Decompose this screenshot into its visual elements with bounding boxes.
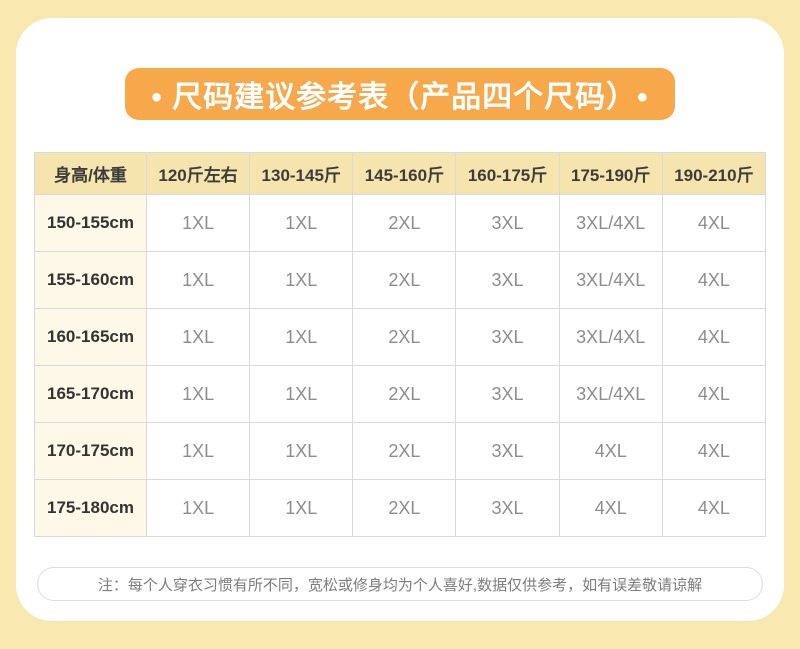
height-range-cell: 160-165cm [34, 308, 147, 366]
size-value-cell: 3XL [455, 365, 560, 423]
size-value-cell: 3XL/4XL [558, 365, 663, 423]
table-row: 175-180cm 1XL 1XL 2XL 3XL 4XL 4XL [34, 479, 767, 537]
size-value-cell: 2XL [352, 479, 457, 537]
size-value-cell: 3XL [455, 479, 560, 537]
size-value-cell: 1XL [145, 365, 251, 423]
weight-header-cell: 145-160斤 [352, 152, 457, 195]
content-card: • 尺码建议参考表（产品四个尺码）• 身高/体重 120斤左右 130-145斤… [16, 18, 784, 621]
size-value-cell: 3XL [455, 194, 560, 252]
size-value-cell: 4XL [661, 194, 767, 252]
size-value-cell: 2XL [352, 422, 457, 480]
height-range-cell: 175-180cm [34, 479, 147, 537]
size-value-cell: 3XL [455, 251, 560, 309]
title-banner: • 尺码建议参考表（产品四个尺码）• [125, 68, 675, 120]
size-value-cell: 1XL [249, 194, 354, 252]
disclaimer-note-text: 注：每个人穿衣习惯有所不同，宽松或修身均为个人喜好,数据仅供参考，如有误差敬请谅… [97, 576, 703, 594]
size-value-cell: 1XL [145, 422, 251, 480]
table-header-row: 身高/体重 120斤左右 130-145斤 145-160斤 160-175斤 … [34, 152, 767, 195]
size-value-cell: 2XL [352, 365, 457, 423]
table-row: 170-175cm 1XL 1XL 2XL 3XL 4XL 4XL [34, 422, 767, 480]
height-range-cell: 170-175cm [34, 422, 147, 480]
size-value-cell: 1XL [145, 479, 251, 537]
size-value-cell: 1XL [249, 479, 354, 537]
size-value-cell: 1XL [249, 365, 354, 423]
table-row: 160-165cm 1XL 1XL 2XL 3XL 3XL/4XL 4XL [34, 308, 767, 366]
size-value-cell: 3XL/4XL [558, 308, 663, 366]
size-value-cell: 3XL [455, 308, 560, 366]
weight-header-cell: 120斤左右 [145, 152, 251, 195]
size-value-cell: 4XL [661, 479, 767, 537]
weight-header-cell: 175-190斤 [558, 152, 663, 195]
size-value-cell: 2XL [352, 308, 457, 366]
table-row: 155-160cm 1XL 1XL 2XL 3XL 3XL/4XL 4XL [34, 251, 767, 309]
weight-header-cell: 190-210斤 [661, 152, 767, 195]
size-value-cell: 1XL [145, 308, 251, 366]
weight-header-cell: 130-145斤 [249, 152, 354, 195]
height-range-cell: 150-155cm [34, 194, 147, 252]
size-value-cell: 1XL [249, 422, 354, 480]
size-value-cell: 4XL [661, 422, 767, 480]
weight-header-cell: 160-175斤 [455, 152, 560, 195]
size-value-cell: 4XL [661, 308, 767, 366]
size-value-cell: 2XL [352, 194, 457, 252]
table-row: 165-170cm 1XL 1XL 2XL 3XL 3XL/4XL 4XL [34, 365, 767, 423]
size-value-cell: 2XL [352, 251, 457, 309]
size-value-cell: 4XL [558, 479, 663, 537]
height-range-cell: 155-160cm [34, 251, 147, 309]
table-row: 150-155cm 1XL 1XL 2XL 3XL 3XL/4XL 4XL [34, 194, 767, 252]
size-value-cell: 4XL [661, 251, 767, 309]
size-value-cell: 3XL/4XL [558, 251, 663, 309]
disclaimer-note-pill: 注：每个人穿衣习惯有所不同，宽松或修身均为个人喜好,数据仅供参考，如有误差敬请谅… [37, 567, 763, 601]
size-value-cell: 3XL/4XL [558, 194, 663, 252]
size-value-cell: 1XL [249, 251, 354, 309]
size-value-cell: 1XL [145, 251, 251, 309]
size-value-cell: 4XL [661, 365, 767, 423]
page-title: • 尺码建议参考表（产品四个尺码）• [151, 81, 649, 114]
size-value-cell: 1XL [249, 308, 354, 366]
size-value-cell: 4XL [558, 422, 663, 480]
size-reference-table: 身高/体重 120斤左右 130-145斤 145-160斤 160-175斤 … [34, 152, 767, 537]
corner-header-cell: 身高/体重 [34, 152, 147, 195]
height-range-cell: 165-170cm [34, 365, 147, 423]
size-value-cell: 1XL [145, 194, 251, 252]
size-value-cell: 3XL [455, 422, 560, 480]
